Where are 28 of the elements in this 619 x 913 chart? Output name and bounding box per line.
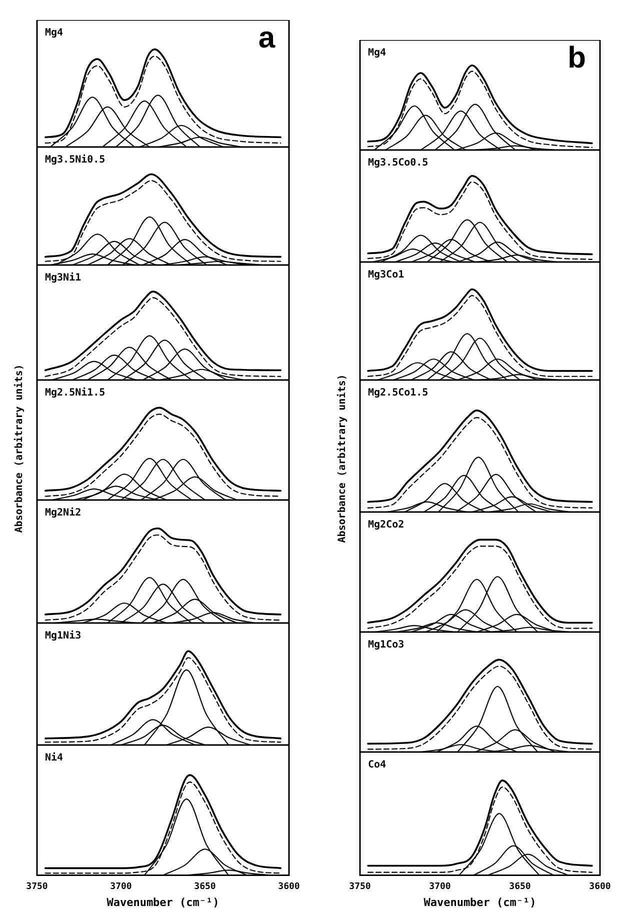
chart-title: Mg1Co3 — [368, 640, 404, 651]
chart-title: Mg2.5Ni1.5 — [45, 386, 106, 399]
chart-title: Mg2Ni2 — [45, 506, 82, 519]
x-axis-title: Wavenumber (cm⁻¹) — [106, 896, 220, 909]
x-axis-title: Wavenumber (cm⁻¹) — [422, 896, 538, 909]
x-tick-label: 3650 — [509, 882, 531, 892]
chart-title: Mg2Co2 — [368, 520, 404, 531]
chart-title: Mg4 — [368, 48, 386, 59]
chart-title: Co4 — [368, 760, 386, 771]
x-tick-label: 3700 — [110, 882, 132, 892]
annotation: b — [568, 41, 586, 74]
chart-title: Mg3.5Co0.5 — [368, 158, 428, 169]
x-tick-label: 3600 — [278, 882, 300, 892]
x-tick-label: 3750 — [26, 882, 48, 892]
chart-title: Mg3.5Ni0.5 — [45, 154, 106, 166]
y-axis-title: Absorbance (arbitrary units) — [13, 364, 24, 533]
y-axis-title: Absorbance (arbitrary units) — [336, 374, 348, 543]
chart-title: Mg1Ni3 — [45, 630, 82, 642]
chart-title: Ni4 — [45, 752, 64, 764]
chart-title: Mg3Ni1 — [45, 272, 82, 284]
chart-title: Mg3Co1 — [368, 270, 404, 281]
x-tick-label: 3650 — [194, 882, 216, 892]
x-tick-label: 3600 — [589, 882, 611, 892]
x-tick-label: 3750 — [349, 882, 371, 892]
annotation: a — [258, 21, 276, 54]
chart-title: Mg4 — [45, 28, 64, 39]
x-tick-label: 3700 — [429, 882, 451, 892]
chart-title: Mg2.5Co1.5 — [368, 388, 428, 399]
